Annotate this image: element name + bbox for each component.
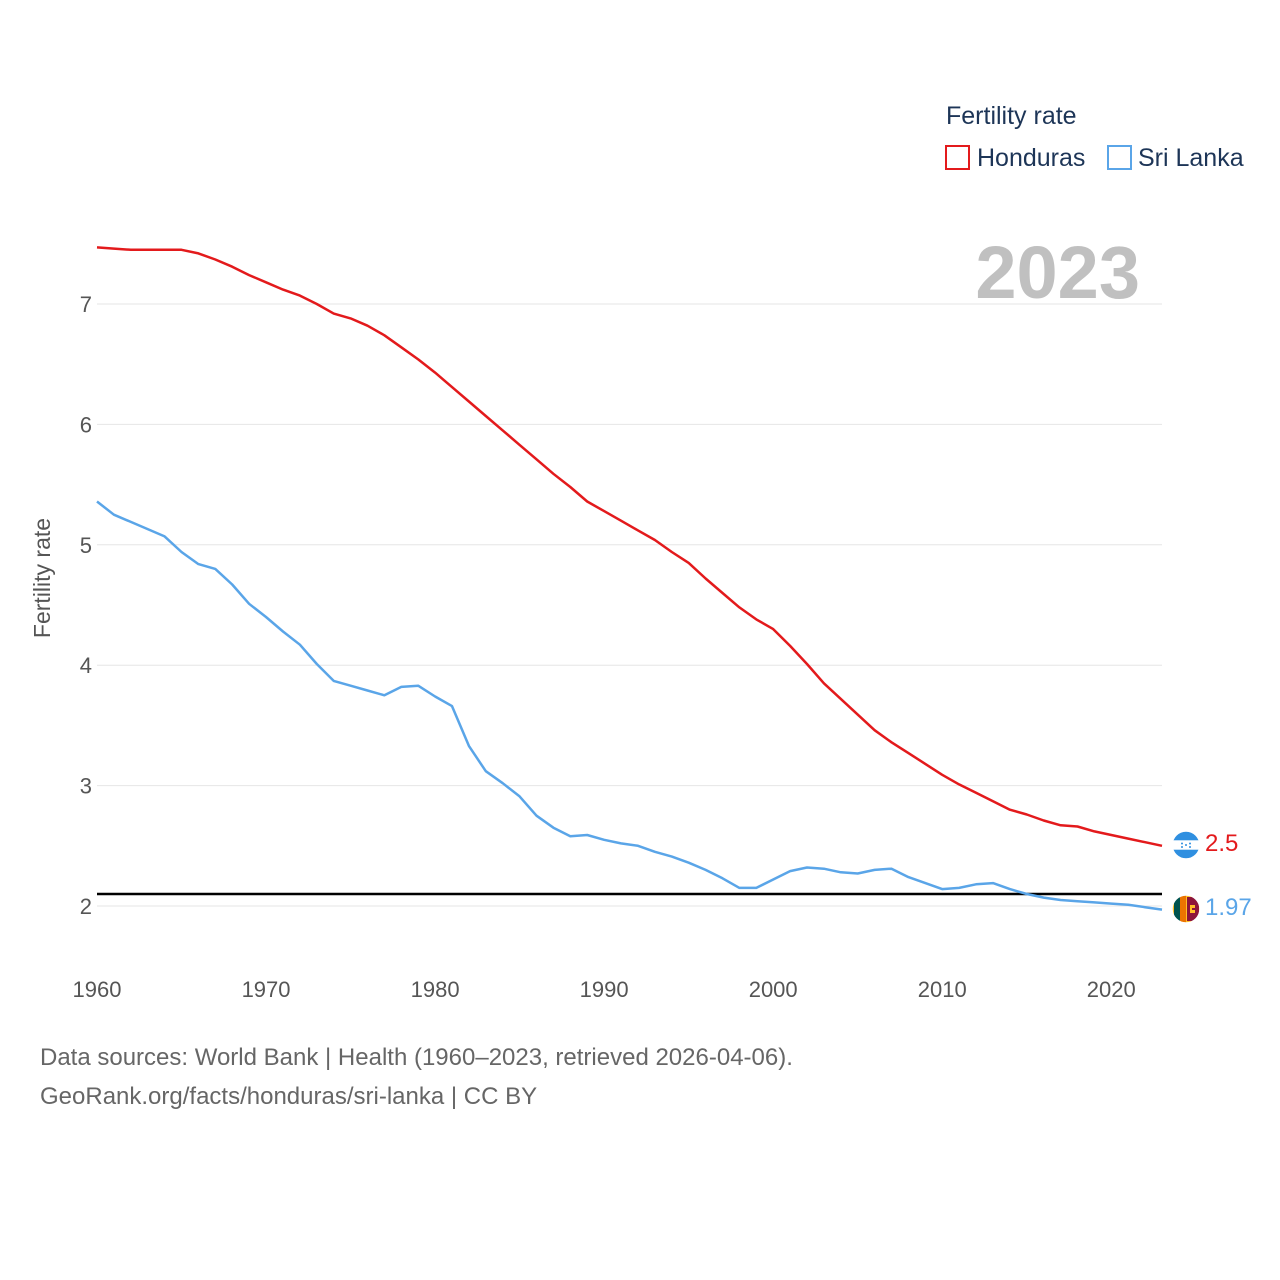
y-tick-label: 2 bbox=[80, 894, 92, 919]
legend-swatch-sri-lanka bbox=[1107, 145, 1132, 170]
legend-label-honduras: Honduras bbox=[977, 144, 1085, 172]
sri-lanka-flag-icon bbox=[1171, 894, 1201, 924]
x-tick-label: 2020 bbox=[1087, 977, 1136, 1002]
x-tick-label: 1970 bbox=[242, 977, 291, 1002]
legend-item-sri-lanka[interactable]: Sri Lanka bbox=[1107, 144, 1244, 172]
y-axis-label: Fertility rate bbox=[29, 518, 55, 638]
series-line-honduras bbox=[96, 246, 1163, 848]
y-tick-label: 3 bbox=[80, 774, 92, 799]
y-tick-label: 4 bbox=[80, 653, 92, 678]
y-tick-label: 7 bbox=[80, 292, 92, 317]
x-tick-label: 2000 bbox=[749, 977, 798, 1002]
x-tick-label: 1980 bbox=[411, 977, 460, 1002]
legend-label-sri-lanka: Sri Lanka bbox=[1138, 144, 1244, 172]
footer-attribution[interactable]: GeoRank.org/facts/honduras/sri-lanka | C… bbox=[40, 1083, 538, 1110]
x-tick-label: 1960 bbox=[73, 977, 122, 1002]
y-axis-ticks: 2 3 4 5 6 7 bbox=[80, 292, 92, 919]
footer-sources: Data sources: World Bank | Health (1960–… bbox=[40, 1044, 793, 1071]
fertility-chart: 2 3 4 5 6 7 1960 1970 1980 1990 2000 2010 2020 Fert… bbox=[29, 102, 1252, 1002]
honduras-flag-icon bbox=[1171, 830, 1201, 860]
sri-lanka-end-label: 1.97 bbox=[1205, 894, 1252, 921]
series-lines bbox=[96, 246, 1163, 911]
y-tick-label: 5 bbox=[80, 533, 92, 558]
legend: Fertility rate Honduras Sri Lanka bbox=[945, 102, 1244, 172]
legend-item-honduras[interactable]: Honduras bbox=[945, 144, 1085, 172]
legend-title: Fertility rate bbox=[946, 102, 1077, 130]
x-tick-label: 2010 bbox=[918, 977, 967, 1002]
y-tick-label: 6 bbox=[80, 412, 92, 437]
series-line-sri-lanka bbox=[96, 500, 1163, 911]
honduras-end-label: 2.5 bbox=[1205, 830, 1238, 857]
x-axis-ticks: 1960 1970 1980 1990 2000 2010 2020 bbox=[73, 977, 1136, 1002]
x-tick-label: 1990 bbox=[580, 977, 629, 1002]
year-label: 2023 bbox=[975, 231, 1140, 314]
legend-swatch-honduras bbox=[945, 145, 970, 170]
gridlines bbox=[97, 303, 1162, 907]
